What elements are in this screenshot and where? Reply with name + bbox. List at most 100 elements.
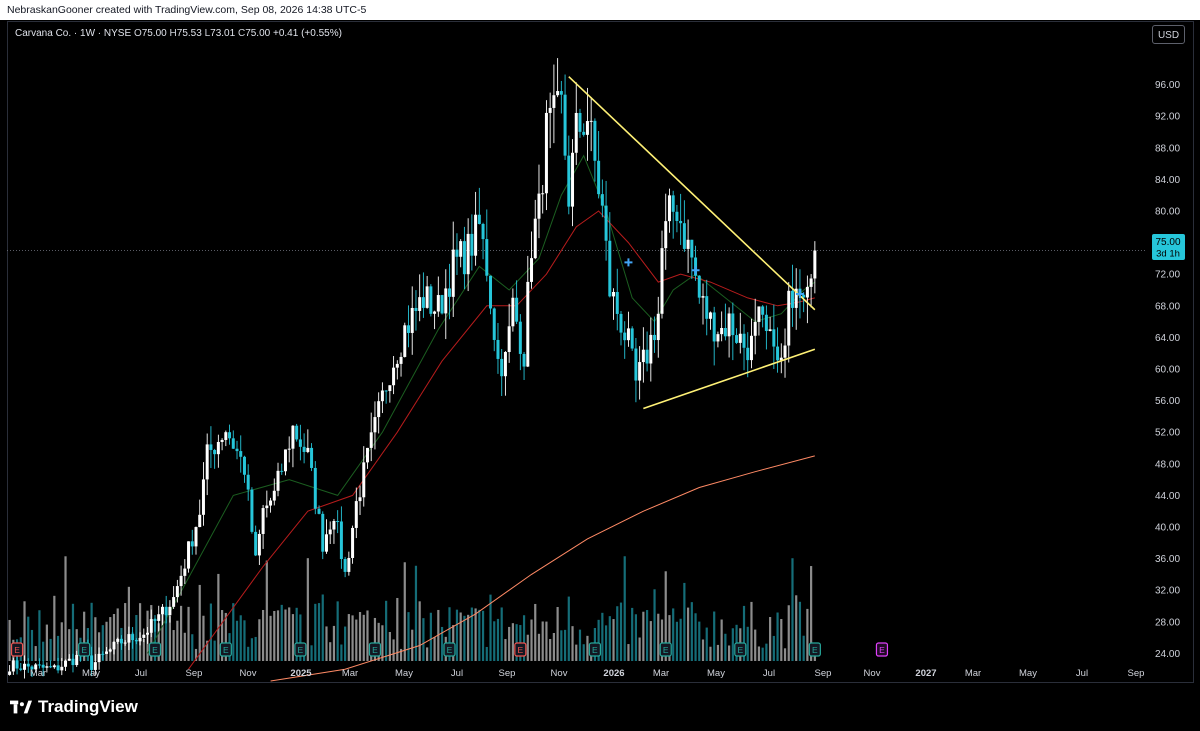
- trendline: [643, 348, 816, 410]
- candle-body: [257, 533, 261, 556]
- volume-bar: [563, 629, 567, 661]
- volume-bar: [586, 635, 589, 661]
- candle-body: [164, 606, 168, 616]
- volume-bar: [53, 595, 56, 661]
- candle-body: [776, 346, 780, 361]
- candle-body: [310, 447, 314, 468]
- candle-body: [436, 295, 440, 312]
- volume-bar: [220, 610, 224, 661]
- volume-bar: [179, 605, 183, 661]
- volume-bar: [206, 640, 209, 661]
- candle-body: [459, 241, 463, 257]
- candle-body: [410, 307, 414, 333]
- volume-bar: [187, 606, 190, 661]
- candle-body: [608, 240, 612, 297]
- volume-bar: [116, 608, 119, 661]
- candle-body: [626, 328, 630, 341]
- candle-body: [93, 662, 97, 670]
- candle-body: [589, 120, 593, 122]
- chart-credit-bar: NebraskanGooner created with TradingView…: [0, 0, 1200, 20]
- currency-button[interactable]: USD: [1152, 25, 1185, 44]
- candle-body: [347, 557, 351, 572]
- tradingview-brand[interactable]: TradingView: [10, 697, 138, 717]
- volume-bar: [769, 617, 772, 661]
- earnings-label: E: [879, 645, 885, 655]
- price-tick-label: 52.00: [1155, 428, 1180, 439]
- candle-body: [418, 297, 422, 311]
- volume-bar: [657, 613, 660, 661]
- price-tick-label: 44.00: [1155, 491, 1180, 502]
- candle-body: [671, 195, 675, 212]
- candlestick-chart[interactable]: E E E E E E E E E E E E E 96.00 92.00 88.00 84.00 80.00 7…: [0, 0, 1200, 684]
- candle-body: [146, 632, 150, 635]
- candle-body: [664, 221, 668, 249]
- volume-bar: [455, 609, 459, 661]
- candle-body: [697, 275, 701, 298]
- candle-body: [645, 349, 649, 364]
- candle-body: [30, 666, 34, 670]
- time-tick-label: Mar: [965, 668, 981, 679]
- cross-marker: [691, 266, 700, 275]
- candle-body: [533, 218, 537, 259]
- volume-bar: [42, 641, 45, 661]
- chart-markers: [624, 258, 804, 298]
- time-tick-label: 2027: [915, 668, 936, 679]
- volume-bar: [332, 625, 336, 661]
- candle-body: [503, 352, 507, 377]
- candle-body: [518, 321, 522, 354]
- volume-bar: [135, 614, 138, 661]
- volume-bar: [537, 633, 541, 661]
- chart-pane[interactable]: [7, 21, 1194, 683]
- volume-bar: [623, 556, 626, 661]
- candle-body: [805, 286, 809, 298]
- volume-bar: [172, 630, 175, 661]
- candle-body: [187, 541, 191, 569]
- candle-body: [582, 131, 586, 135]
- earnings-marker: [659, 642, 672, 657]
- candle-body: [324, 534, 328, 552]
- candle-body: [231, 438, 235, 449]
- volume-bar: [392, 639, 395, 661]
- price-tick-label: 28.00: [1155, 617, 1180, 628]
- volume-bar: [575, 644, 578, 661]
- candle-body: [336, 521, 340, 523]
- candle-body: [462, 241, 466, 275]
- volume-bar: [549, 638, 552, 661]
- candle-body: [500, 358, 504, 377]
- candle-body: [168, 606, 172, 616]
- candle-body: [369, 432, 373, 448]
- volume-bar: [23, 601, 26, 661]
- candle-body: [787, 290, 791, 346]
- candle-body: [571, 152, 575, 207]
- volume-bar: [504, 639, 507, 661]
- candle-body: [492, 308, 496, 340]
- volume-bar: [552, 632, 555, 661]
- candle-body: [716, 334, 720, 342]
- price-axis: 96.0092.0088.0084.0080.0076.0072.0068.00…: [1155, 80, 1180, 660]
- candle-body: [679, 220, 683, 224]
- candle-body: [41, 664, 45, 668]
- candle-body: [328, 529, 332, 535]
- price-tick-label: 36.00: [1155, 554, 1180, 565]
- volume-bar: [645, 610, 649, 661]
- time-tick-label: May: [395, 668, 413, 679]
- ema-fast-line: [147, 154, 816, 654]
- volume-bar: [183, 632, 186, 661]
- candle-body: [764, 314, 768, 331]
- volume-bar: [127, 586, 130, 661]
- candle-body: [406, 325, 410, 333]
- volume-bar: [440, 626, 444, 661]
- candle-body: [343, 559, 347, 572]
- volume-bar: [508, 626, 511, 661]
- candle-body: [425, 286, 429, 308]
- volume-bar: [347, 614, 350, 661]
- candle-body: [101, 653, 105, 655]
- candle-body: [138, 637, 142, 642]
- volume-bar: [608, 616, 611, 661]
- moving-averages: [147, 154, 816, 682]
- candle-body: [313, 467, 317, 509]
- volume-bar: [34, 646, 37, 661]
- volume-bar: [60, 622, 63, 661]
- candle-body: [11, 660, 15, 672]
- candle-body: [19, 668, 23, 670]
